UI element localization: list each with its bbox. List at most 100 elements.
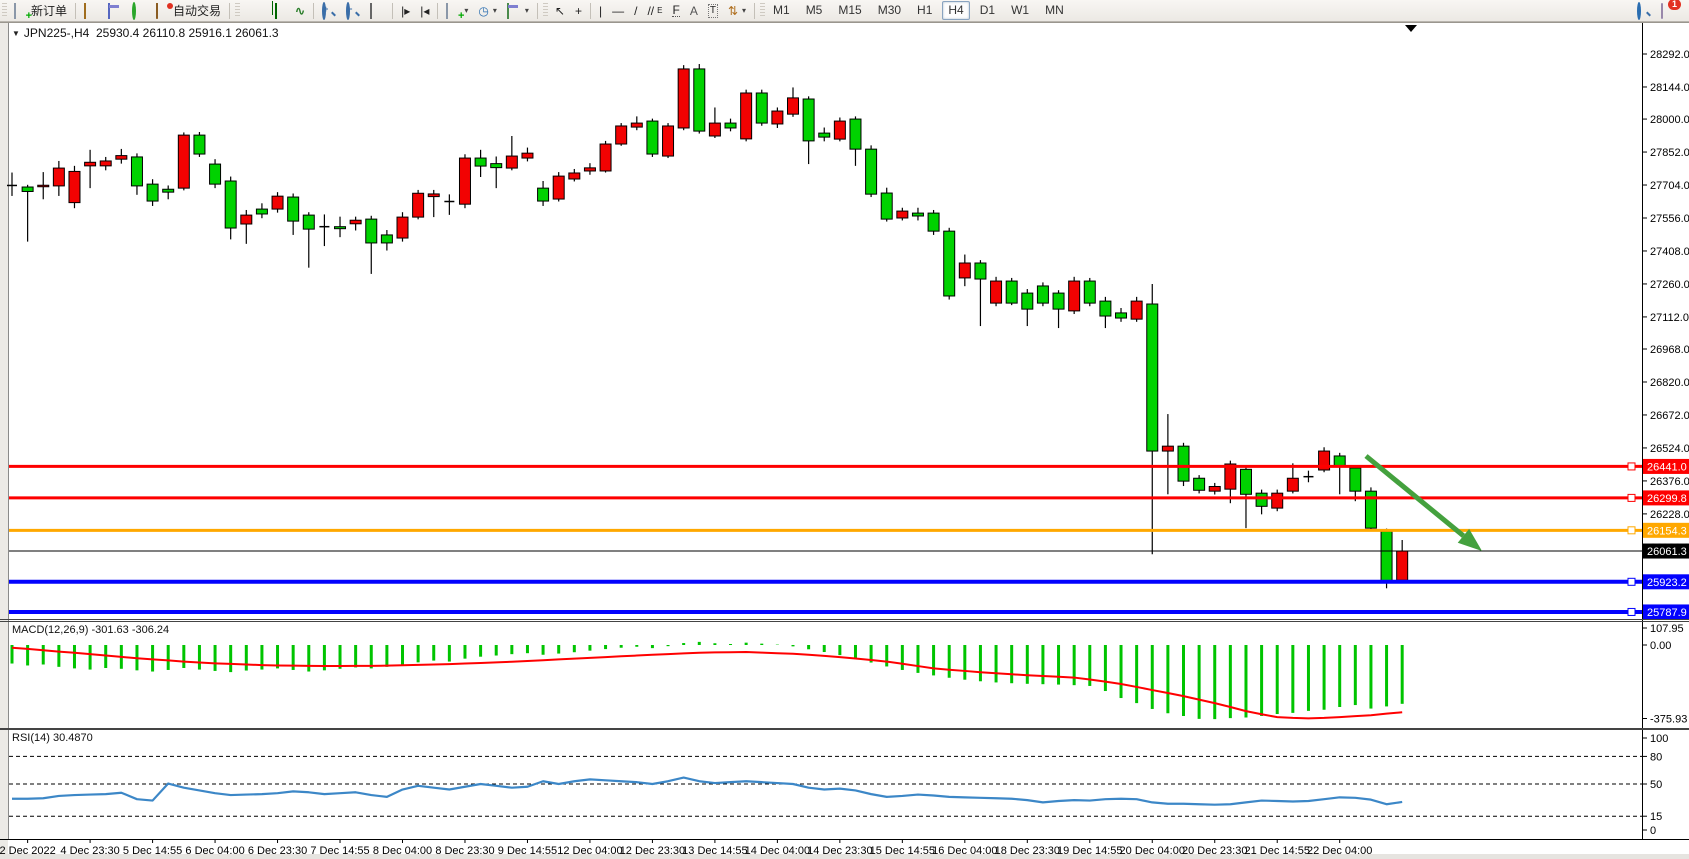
price-tick-label: 26524.0	[1650, 443, 1689, 455]
timeframe-button-m5[interactable]: M5	[805, 3, 823, 17]
candle-body-up	[115, 155, 128, 160]
trendline-tool-button[interactable]: /	[629, 0, 642, 21]
time-tick-label: 6 Dec 23:30	[248, 845, 307, 854]
price-tick-label: 26672.0	[1650, 410, 1689, 422]
rsi-indicator-label: RSI(14) 30.4870	[12, 732, 93, 744]
vline-tool-button[interactable]: |	[594, 0, 607, 21]
pane-separators[interactable]	[0, 619, 1689, 840]
macd-signal-line	[11, 646, 1403, 720]
price-tick-label: 26820.0	[1650, 377, 1689, 389]
toolbar-separator	[589, 2, 591, 19]
auto-scroll-icon: |▸	[401, 3, 411, 18]
macd-pane: 107.95 0.00 -375.93	[10, 623, 1687, 726]
candle-body-up	[708, 122, 721, 137]
price-tag-label: 26154.3	[1647, 525, 1687, 537]
candle-body-up	[177, 134, 190, 189]
candle-body-up	[552, 175, 565, 200]
timeframe-button-m1[interactable]: M1	[773, 3, 790, 17]
candle-body-up	[958, 262, 971, 279]
bar-chart-button[interactable]	[242, 0, 266, 21]
fibonacci-icon: F	[672, 3, 680, 17]
line-chart-button[interactable]: ∿	[290, 0, 310, 21]
auto-trading-button[interactable]: 自动交易	[151, 0, 226, 21]
toolbar-separator	[75, 2, 77, 19]
timeframe-button-m30[interactable]: M30	[877, 3, 902, 17]
timeframe-button-m15[interactable]: M15	[838, 3, 862, 17]
chart-window[interactable]: 28292.0 28144.0 28000.0 27852.0 27704.0 27556…	[0, 22, 1689, 857]
price-tag-label: 25787.9	[1647, 607, 1687, 619]
timeframe-button-h1[interactable]: H1	[917, 3, 933, 17]
price-tag	[1643, 458, 1689, 474]
rsi-pane: 100 80 50 15 0	[9, 733, 1668, 837]
template-menu-button[interactable]: ▾	[502, 0, 534, 21]
chart-svg[interactable]: 28292.0 28144.0 28000.0 27852.0 27704.0 27556…	[0, 23, 1689, 857]
line-handle[interactable]	[1627, 577, 1636, 586]
candle-body-up	[1208, 485, 1221, 492]
line-handle[interactable]	[1627, 607, 1636, 616]
hline-tool-button[interactable]: —	[607, 0, 629, 21]
time-tick-label: 12 Dec 04:00	[557, 845, 622, 854]
channel-tool-button[interactable]: //E	[647, 3, 663, 18]
candle-body-up	[1318, 450, 1331, 471]
macd-axis-label: 107.95	[1650, 623, 1684, 635]
chart-shift-marker[interactable]	[1405, 25, 1417, 32]
candle-body-up	[271, 195, 284, 210]
time-tick-label: 9 Dec 14:55	[498, 845, 557, 854]
time-tick-label: 18 Dec 23:30	[995, 845, 1060, 854]
timeframe-button-mn[interactable]: MN	[1045, 3, 1064, 17]
search-icon[interactable]	[1637, 1, 1651, 20]
chart-shift-button[interactable]: |◂	[415, 0, 434, 21]
price-tag-label: 26061.3	[1647, 546, 1687, 558]
candle-body-down	[490, 163, 503, 169]
candle-body-up	[505, 155, 518, 169]
hline-objects[interactable]: 26441.0 26299.8 26154.3 26061.3 25923.2 25787…	[9, 458, 1689, 620]
text-label-tool-button[interactable]: T	[703, 0, 723, 21]
cursor-tool-button[interactable]: ↖	[550, 0, 570, 21]
line-handle[interactable]	[1627, 493, 1636, 502]
text-tool-button[interactable]: A	[685, 0, 703, 21]
line-handle[interactable]	[1627, 526, 1636, 535]
chart-menu-icon[interactable]: ▼	[12, 29, 20, 38]
candle-body-up	[990, 280, 1003, 304]
toolbar-grip	[235, 3, 241, 18]
timeframe-button-d1[interactable]: D1	[979, 3, 996, 17]
line-handle[interactable]	[1627, 462, 1636, 471]
candle-body-up	[1161, 445, 1174, 452]
zoom-in-button[interactable]: +	[317, 0, 341, 21]
candle-body-down	[1255, 492, 1268, 507]
market-watch-button[interactable]	[103, 0, 127, 21]
window-bottom-edge	[0, 854, 1689, 859]
time-tick-label: 6 Dec 04:00	[185, 845, 244, 854]
chart-background	[0, 23, 1689, 854]
auto-scroll-button[interactable]: |▸	[396, 0, 415, 21]
candle-body-up	[599, 143, 612, 172]
fibonacci-tool-button[interactable]: F	[667, 0, 684, 21]
arrows-tool-button[interactable]: ⇅ ▾	[727, 3, 747, 18]
price-tag-label: 25923.2	[1647, 577, 1687, 589]
zoom-in-icon: +	[322, 1, 336, 20]
add-indicator-button[interactable]: + ▾	[441, 0, 473, 21]
candle-body-down	[1177, 445, 1190, 482]
time-tick-label: 19 Dec 14:55	[1057, 845, 1122, 854]
annotation-arrow[interactable]	[1364, 454, 1482, 551]
tile-windows-button[interactable]	[365, 0, 389, 21]
candle-body-down	[974, 262, 987, 280]
timeframe-button-w1[interactable]: W1	[1011, 3, 1030, 17]
candle-body-up	[240, 214, 253, 225]
new-order-button[interactable]: + 新订单	[9, 0, 72, 21]
signals-button[interactable]	[127, 0, 151, 21]
period-menu-button[interactable]: ◷ ▾	[478, 3, 497, 18]
crosshair-tool-button[interactable]: +	[570, 0, 587, 21]
chat-icon[interactable]: 1	[1661, 0, 1681, 19]
candle-body-down	[162, 188, 175, 193]
timeframe-button-h4[interactable]: H4	[942, 1, 970, 20]
zoom-out-button[interactable]: −	[341, 0, 365, 21]
rsi-axis-label: 50	[1650, 779, 1662, 791]
time-tick-label: 21 Dec 14:55	[1245, 845, 1310, 854]
chart-canvas[interactable]: 28292.0 28144.0 28000.0 27852.0 27704.0 27556…	[0, 23, 1689, 857]
candle-body-up	[677, 68, 690, 129]
candle-body-down	[818, 132, 831, 138]
eraser-button[interactable]	[79, 0, 103, 21]
candlestick-chart-button[interactable]	[266, 0, 290, 21]
